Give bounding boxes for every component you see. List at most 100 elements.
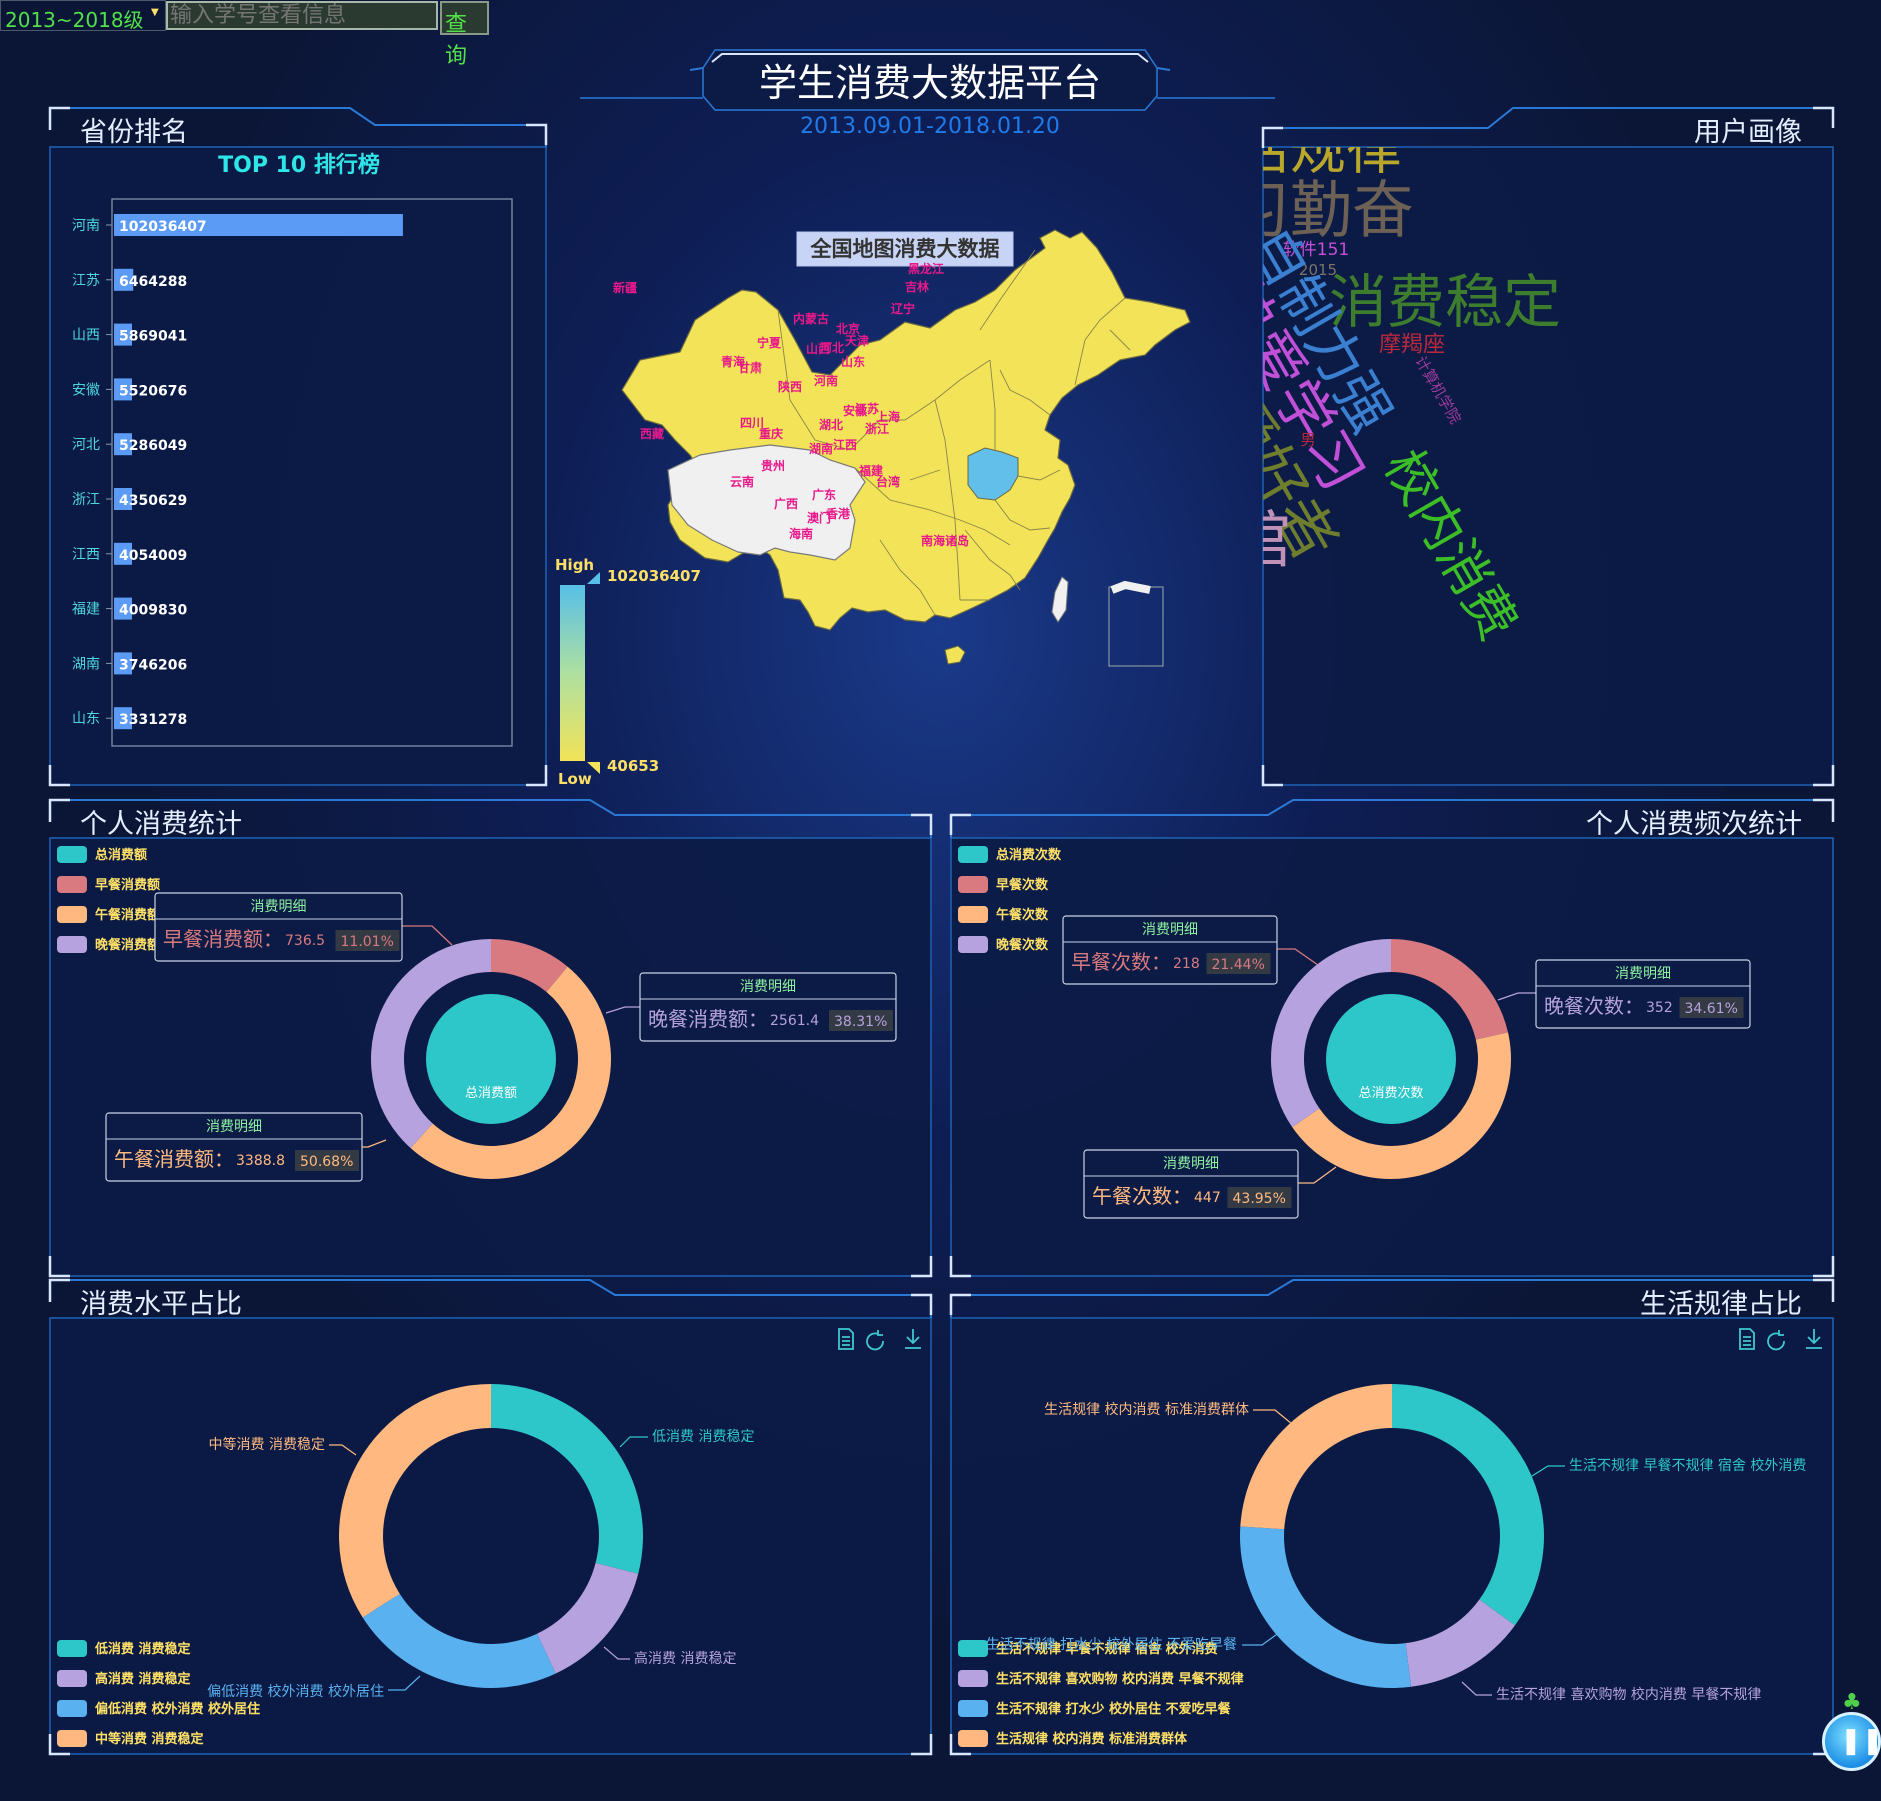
save-image-icon[interactable] <box>1806 1329 1822 1349</box>
save-image-icon[interactable] <box>905 1329 921 1349</box>
legend-swatch[interactable] <box>958 1640 988 1657</box>
center-circle[interactable] <box>1326 994 1456 1124</box>
legend-swatch[interactable] <box>958 1670 988 1687</box>
legend-swatch[interactable] <box>57 1700 87 1717</box>
legend-label[interactable]: 午餐次数 <box>996 907 1049 923</box>
legend-label[interactable]: 生活不规律 喜欢购物 校内消费 早餐不规律 <box>996 1671 1244 1687</box>
donut-slice[interactable] <box>1240 1384 1392 1530</box>
map-province-label[interactable]: 四川 <box>740 416 764 430</box>
search-button[interactable]: 查询 <box>440 1 489 69</box>
pause-widget[interactable]: ❚❚ <box>1822 1712 1881 1771</box>
donut-slice[interactable] <box>491 939 568 993</box>
map-province-label[interactable]: 河南 <box>813 373 838 388</box>
grade-select[interactable]: 2013~2018级 ▼ <box>0 0 166 32</box>
visualmap-handle-top[interactable] <box>587 572 600 584</box>
legend-swatch[interactable] <box>57 1730 87 1747</box>
legend-swatch[interactable] <box>57 846 87 863</box>
map-province-label[interactable]: 上海 <box>876 409 900 424</box>
map-province-label[interactable]: 江苏 <box>855 401 879 416</box>
legend-label[interactable]: 生活规律 校内消费 标准消费群体 <box>996 1731 1188 1747</box>
legend-label[interactable]: 低消费 消费稳定 <box>94 1641 191 1657</box>
center-circle[interactable] <box>426 994 556 1124</box>
legend-swatch[interactable] <box>958 1730 988 1747</box>
legend-swatch[interactable] <box>57 1670 87 1687</box>
map-province-label[interactable]: 宁夏 <box>757 335 782 350</box>
map-taiwan[interactable] <box>1051 576 1069 623</box>
map-province-label[interactable]: 陕西 <box>778 379 802 394</box>
legend-label[interactable]: 早餐次数 <box>996 877 1049 893</box>
map-province-label[interactable]: 天津 <box>845 333 869 348</box>
map-province-label[interactable]: 吉林 <box>905 279 929 294</box>
map-hainan[interactable] <box>944 645 966 665</box>
map-province-label[interactable]: 海南 <box>789 526 813 541</box>
donut-slice[interactable] <box>1240 1526 1412 1688</box>
map-province-label[interactable]: 湖南 <box>809 441 833 456</box>
map-province-label[interactable]: 山西 <box>806 341 830 356</box>
map-province-label[interactable]: 甘肃 <box>738 360 762 375</box>
map-province-label[interactable]: 北京 <box>836 321 860 336</box>
legend-label[interactable]: 中等消费 消费稳定 <box>95 1731 204 1747</box>
legend-swatch[interactable] <box>958 1700 988 1717</box>
map-province-label[interactable]: 内蒙古 <box>793 311 829 326</box>
donut-slice[interactable] <box>362 1593 556 1688</box>
map-province-label[interactable]: 辽宁 <box>891 301 915 316</box>
map-province-label[interactable]: 福建 <box>858 463 884 478</box>
legend-label[interactable]: 生活不规律 打水少 校外居住 不爱吃早餐 <box>996 1701 1232 1717</box>
map-province-label[interactable]: 西藏 <box>640 426 664 441</box>
map-province-label[interactable]: 安徽 <box>843 403 868 418</box>
map-province-label[interactable]: 浙江 <box>865 421 889 436</box>
map-province-label[interactable]: 贵州 <box>761 458 785 473</box>
legend-swatch[interactable] <box>57 936 87 953</box>
legend-label[interactable]: 总消费额 <box>95 847 147 863</box>
donut-slice[interactable] <box>1271 939 1391 1128</box>
map-province-label[interactable]: 云南 <box>730 474 754 489</box>
map-province-label[interactable]: 重庆 <box>759 426 783 441</box>
map-province-label[interactable]: 山东 <box>841 354 865 369</box>
student-id-input[interactable] <box>166 1 438 30</box>
map-province-label[interactable]: 青海 <box>721 354 745 369</box>
legend-swatch[interactable] <box>57 876 87 893</box>
visualmap-handle-bottom[interactable] <box>587 762 600 774</box>
map-henan[interactable] <box>967 447 1019 501</box>
map-province-label[interactable]: 黑龙江 <box>908 261 944 276</box>
map-tibet[interactable] <box>667 444 866 561</box>
donut-slice[interactable] <box>338 1384 491 1618</box>
legend-label[interactable]: 晚餐消费额 <box>95 937 160 953</box>
map-province-label[interactable]: 新疆 <box>613 280 637 295</box>
map-province-label[interactable]: 南海诸岛 <box>921 533 969 548</box>
legend-swatch[interactable] <box>57 906 87 923</box>
map-province-label[interactable]: 香港 <box>825 506 851 521</box>
legend-label[interactable]: 高消费 消费稳定 <box>95 1671 191 1687</box>
legend-label[interactable]: 总消费次数 <box>996 847 1062 863</box>
legend-label[interactable]: 生活不规律 早餐不规律 宿舍 校外消费 <box>996 1641 1218 1657</box>
donut-slice[interactable] <box>370 939 491 1149</box>
visualmap-bar[interactable] <box>560 585 585 761</box>
data-view-icon[interactable] <box>838 1328 854 1350</box>
legend-swatch[interactable] <box>958 936 988 953</box>
legend-label[interactable]: 早餐消费额 <box>95 877 160 893</box>
legend-swatch[interactable] <box>57 1640 87 1657</box>
donut-slice[interactable] <box>536 1562 639 1674</box>
map-province-label[interactable]: 湖北 <box>819 417 843 432</box>
legend-swatch[interactable] <box>958 846 988 863</box>
legend-swatch[interactable] <box>958 876 988 893</box>
restore-icon[interactable] <box>866 1330 884 1351</box>
map-province-label[interactable]: 澳门 <box>807 510 831 525</box>
restore-icon[interactable] <box>1767 1330 1785 1351</box>
map-province-label[interactable]: 台湾 <box>876 474 900 489</box>
map-province-label[interactable]: 江西 <box>833 437 857 452</box>
donut-slice[interactable] <box>410 966 611 1179</box>
donut-slice[interactable] <box>1391 939 1509 1040</box>
legend-label[interactable]: 偏低消费 校外消费 校外居住 <box>95 1701 260 1717</box>
legend-swatch[interactable] <box>958 906 988 923</box>
donut-slice[interactable] <box>1405 1599 1515 1687</box>
legend-label[interactable]: 晚餐次数 <box>996 937 1049 953</box>
donut-slice[interactable] <box>491 1384 644 1574</box>
map-province-label[interactable]: 广西 <box>774 496 798 511</box>
data-view-icon[interactable] <box>1739 1328 1755 1350</box>
donut-slice[interactable] <box>1392 1384 1544 1626</box>
map-province-label[interactable]: 广东 <box>812 487 836 502</box>
map-province-label[interactable]: 河北 <box>819 340 844 355</box>
donut-slice[interactable] <box>1292 1032 1512 1180</box>
legend-label[interactable]: 午餐消费额 <box>95 907 160 923</box>
